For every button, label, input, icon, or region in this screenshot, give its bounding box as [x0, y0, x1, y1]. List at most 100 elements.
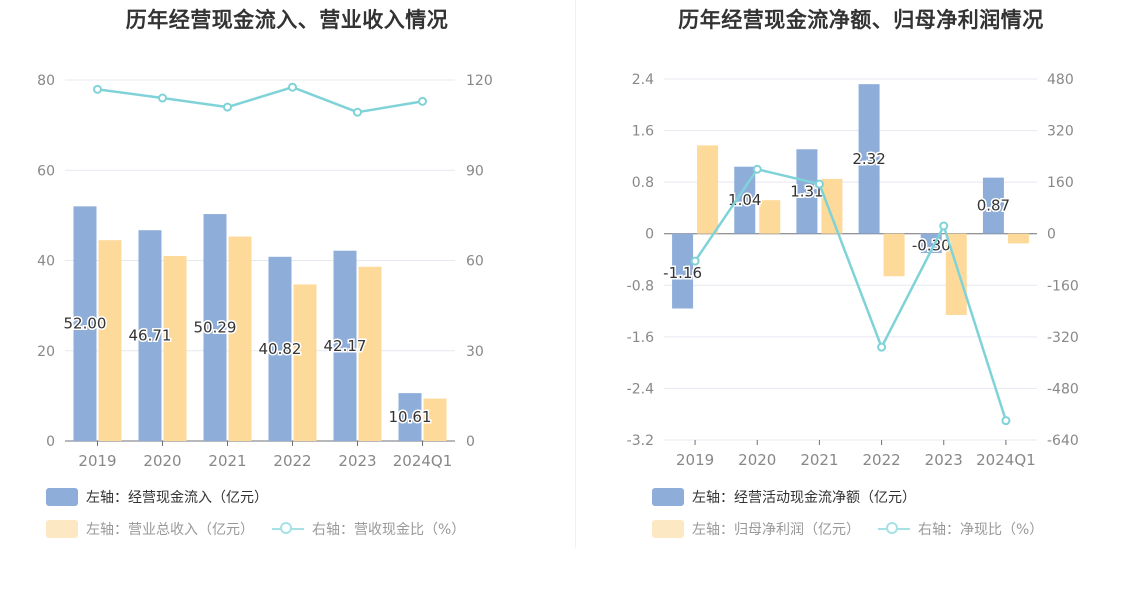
- x-tick-label: 2024Q1: [393, 452, 453, 470]
- y-left-tick-label: 20: [37, 344, 55, 360]
- x-tick-label: 2022: [273, 452, 311, 470]
- legend-item-revenue[interactable]: 左轴：营业总收入（亿元）: [46, 519, 254, 539]
- y-right-tick-label: 480: [1047, 72, 1074, 88]
- data-label: 40.82: [259, 340, 302, 358]
- y-right-tick-label: 90: [466, 163, 484, 179]
- legend-line-marker: [878, 520, 910, 538]
- legend-label: 左轴：经营活动现金流净额（亿元）: [692, 490, 916, 506]
- chart-svg: -3.2 -2.4 -1.6 -0.8 0 0.8 1.6 2.4 -640 -480 -320 -1…: [627, 72, 1079, 469]
- legend-label: 左轴：营业总收入（亿元）: [86, 522, 254, 538]
- bar: [423, 398, 447, 441]
- y-left-tick-label: 80: [37, 73, 55, 89]
- line-point: [418, 96, 427, 106]
- bar: [73, 206, 97, 441]
- legend-label: 左轴：经营现金流入（亿元）: [86, 490, 268, 506]
- y-left-tick-label: -0.8: [627, 278, 654, 294]
- line-point: [877, 342, 887, 352]
- bar: [203, 214, 227, 441]
- line-point: [814, 179, 824, 189]
- x-tick-label: 2023: [925, 451, 963, 469]
- y-left-tick-label: 40: [37, 254, 55, 270]
- y-right-tick-label: 320: [1047, 124, 1074, 140]
- bar: [398, 393, 422, 441]
- chart-panel-cash-inflow: 历年经营现金流入、营业收入情况 0 20 40 60 80 0 30 60 90 120 2019 2…: [37, 8, 493, 539]
- bar: [138, 230, 162, 441]
- x-tick-label: 2020: [738, 451, 776, 469]
- series-line: [97, 85, 423, 114]
- line-point: [752, 164, 762, 174]
- y-left-tick-label: 60: [37, 163, 55, 179]
- chart-title: 历年经营现金流净额、归母净利润情况: [678, 8, 1044, 32]
- line-point: [93, 84, 102, 94]
- line-point: [1001, 416, 1011, 426]
- legend-swatch: [46, 488, 78, 506]
- y-right-tick-label: -160: [1047, 278, 1079, 294]
- bar: [945, 233, 967, 315]
- y-left-tick-label: 0.8: [632, 175, 654, 191]
- y-left-tick-label: -1.6: [627, 330, 654, 346]
- chart-svg: 0 20 40 60 80 0 30 60 90 120 2019 2020 2021 2022 2023 2…: [37, 73, 493, 470]
- y-left-tick-label: 0: [46, 434, 55, 450]
- legend-item-cash-profit-ratio[interactable]: 右轴：净现比（%）: [878, 519, 1043, 539]
- legend-item-net-profit[interactable]: 左轴：归母净利润（亿元）: [652, 519, 860, 539]
- bar: [759, 200, 781, 234]
- data-label: 52.00: [64, 315, 107, 333]
- legend-row-2: 左轴：归母净利润（亿元） 右轴：净现比（%）: [652, 518, 1061, 540]
- chart-title: 历年经营现金流入、营业收入情况: [125, 8, 449, 32]
- bar: [333, 250, 357, 441]
- line-point: [353, 107, 362, 117]
- x-tick-label: 2021: [800, 451, 838, 469]
- data-label: 46.71: [129, 327, 172, 345]
- panel-divider: [575, 0, 576, 548]
- y-right-tick-label: -320: [1047, 330, 1079, 346]
- bar: [268, 256, 292, 441]
- y-left-tick-label: -3.2: [627, 433, 654, 449]
- y-left-tick-label: 1.6: [632, 124, 654, 140]
- bar: [734, 166, 756, 234]
- bar: [821, 178, 843, 234]
- line-point: [939, 221, 949, 231]
- bar: [228, 236, 252, 441]
- bar: [982, 177, 1004, 234]
- y-right-tick-label: 30: [466, 344, 484, 360]
- bar: [796, 149, 818, 234]
- legend-label: 右轴：营收现金比（%）: [312, 522, 466, 538]
- y-left-tick-label: -2.4: [627, 381, 654, 397]
- x-tick-label: 2019: [676, 451, 714, 469]
- y-right-tick-label: -640: [1047, 433, 1079, 449]
- x-tick-label: 2024Q1: [976, 451, 1036, 469]
- legend-label: 右轴：净现比（%）: [918, 522, 1044, 538]
- line-point: [288, 82, 297, 92]
- legend-item-net-cash-flow[interactable]: 左轴：经营活动现金流净额（亿元）: [652, 487, 916, 507]
- bar: [1007, 233, 1029, 244]
- data-label: 2.32: [852, 150, 885, 168]
- line-point: [158, 93, 167, 103]
- y-right-tick-label: 120: [466, 73, 493, 89]
- legend-item-cash-ratio[interactable]: 右轴：营收现金比（%）: [272, 519, 465, 539]
- y-right-tick-label: 0: [466, 434, 475, 450]
- y-left-tick-label: 2.4: [632, 72, 654, 88]
- bar: [98, 240, 122, 441]
- x-tick-label: 2021: [208, 452, 246, 470]
- legend-swatch: [652, 520, 684, 538]
- legend-item-cash-inflow[interactable]: 左轴：经营现金流入（亿元）: [46, 487, 268, 507]
- bar: [672, 233, 694, 309]
- bar: [163, 255, 187, 441]
- legend-swatch: [46, 520, 78, 538]
- legend-row-1: 左轴：经营活动现金流净额（亿元）: [652, 486, 934, 508]
- bar: [697, 145, 719, 234]
- data-label: 10.61: [389, 408, 432, 426]
- legend-line-marker: [272, 520, 304, 538]
- y-right-tick-label: -480: [1047, 381, 1079, 397]
- line-point: [223, 102, 232, 112]
- y-left-tick-label: 0: [645, 227, 654, 243]
- x-tick-label: 2020: [143, 452, 181, 470]
- bar: [883, 233, 905, 277]
- y-right-tick-label: 0: [1047, 227, 1056, 243]
- bar: [358, 266, 382, 441]
- data-label: 0.87: [977, 197, 1010, 215]
- data-label: -0.30: [912, 236, 951, 254]
- legend-row-1: 左轴：经营现金流入（亿元）: [46, 486, 286, 508]
- data-label: 50.29: [194, 319, 237, 337]
- y-right-tick-label: 60: [466, 254, 484, 270]
